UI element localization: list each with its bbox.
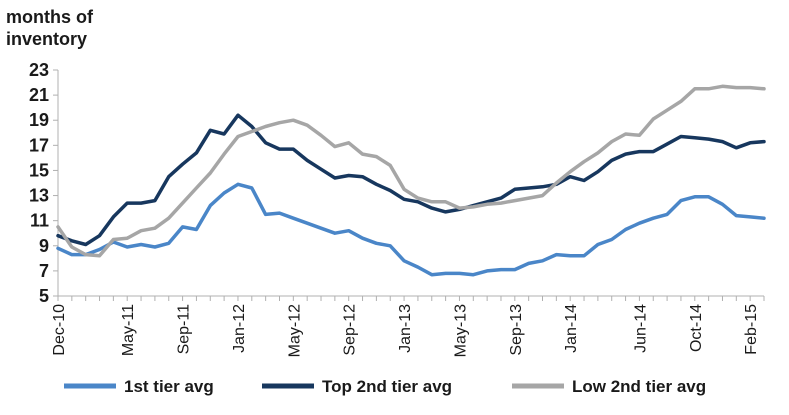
y-tick-label: 13 — [29, 186, 49, 206]
y-tick-label: 17 — [29, 135, 49, 155]
series-line-1 — [56, 182, 766, 277]
y-tick-label: 19 — [29, 110, 49, 130]
x-tick-label: Oct-14 — [688, 304, 705, 352]
x-tick-label: Jan-14 — [563, 304, 580, 353]
legend-label-1: 1st tier avg — [124, 377, 214, 396]
x-tick-label: May-12 — [286, 304, 303, 357]
x-tick-label: Sep-12 — [342, 304, 359, 356]
x-tick-label: Dec-10 — [51, 304, 68, 356]
x-tick-label: Sep-11 — [176, 304, 193, 355]
y-tick-label: 9 — [39, 236, 49, 256]
legend-label-2: Top 2nd tier avg — [322, 377, 452, 396]
x-tick-label: Jan-12 — [231, 304, 248, 353]
x-tick-label: May-11 — [120, 304, 137, 356]
y-tick-label: 7 — [39, 261, 49, 281]
y-tick-label: 15 — [29, 160, 49, 180]
x-tick-label: Jun-14 — [632, 304, 649, 353]
y-tick-label: 23 — [29, 60, 49, 80]
series-line-2 — [56, 113, 766, 247]
legend-label-3: Low 2nd tier avg — [572, 377, 706, 396]
y-tick-label: 11 — [30, 211, 49, 231]
x-tick-label: Feb-15 — [743, 304, 760, 355]
x-tick-label: May-13 — [452, 304, 469, 357]
y-tick-label: 5 — [39, 286, 49, 306]
x-tick-label: Sep-13 — [508, 304, 525, 356]
y-axis-label: months of inventory — [6, 7, 93, 49]
y-tick-label: 21 — [29, 85, 49, 105]
series-line-3 — [56, 84, 766, 258]
x-tick-label: Jan-13 — [397, 304, 414, 353]
